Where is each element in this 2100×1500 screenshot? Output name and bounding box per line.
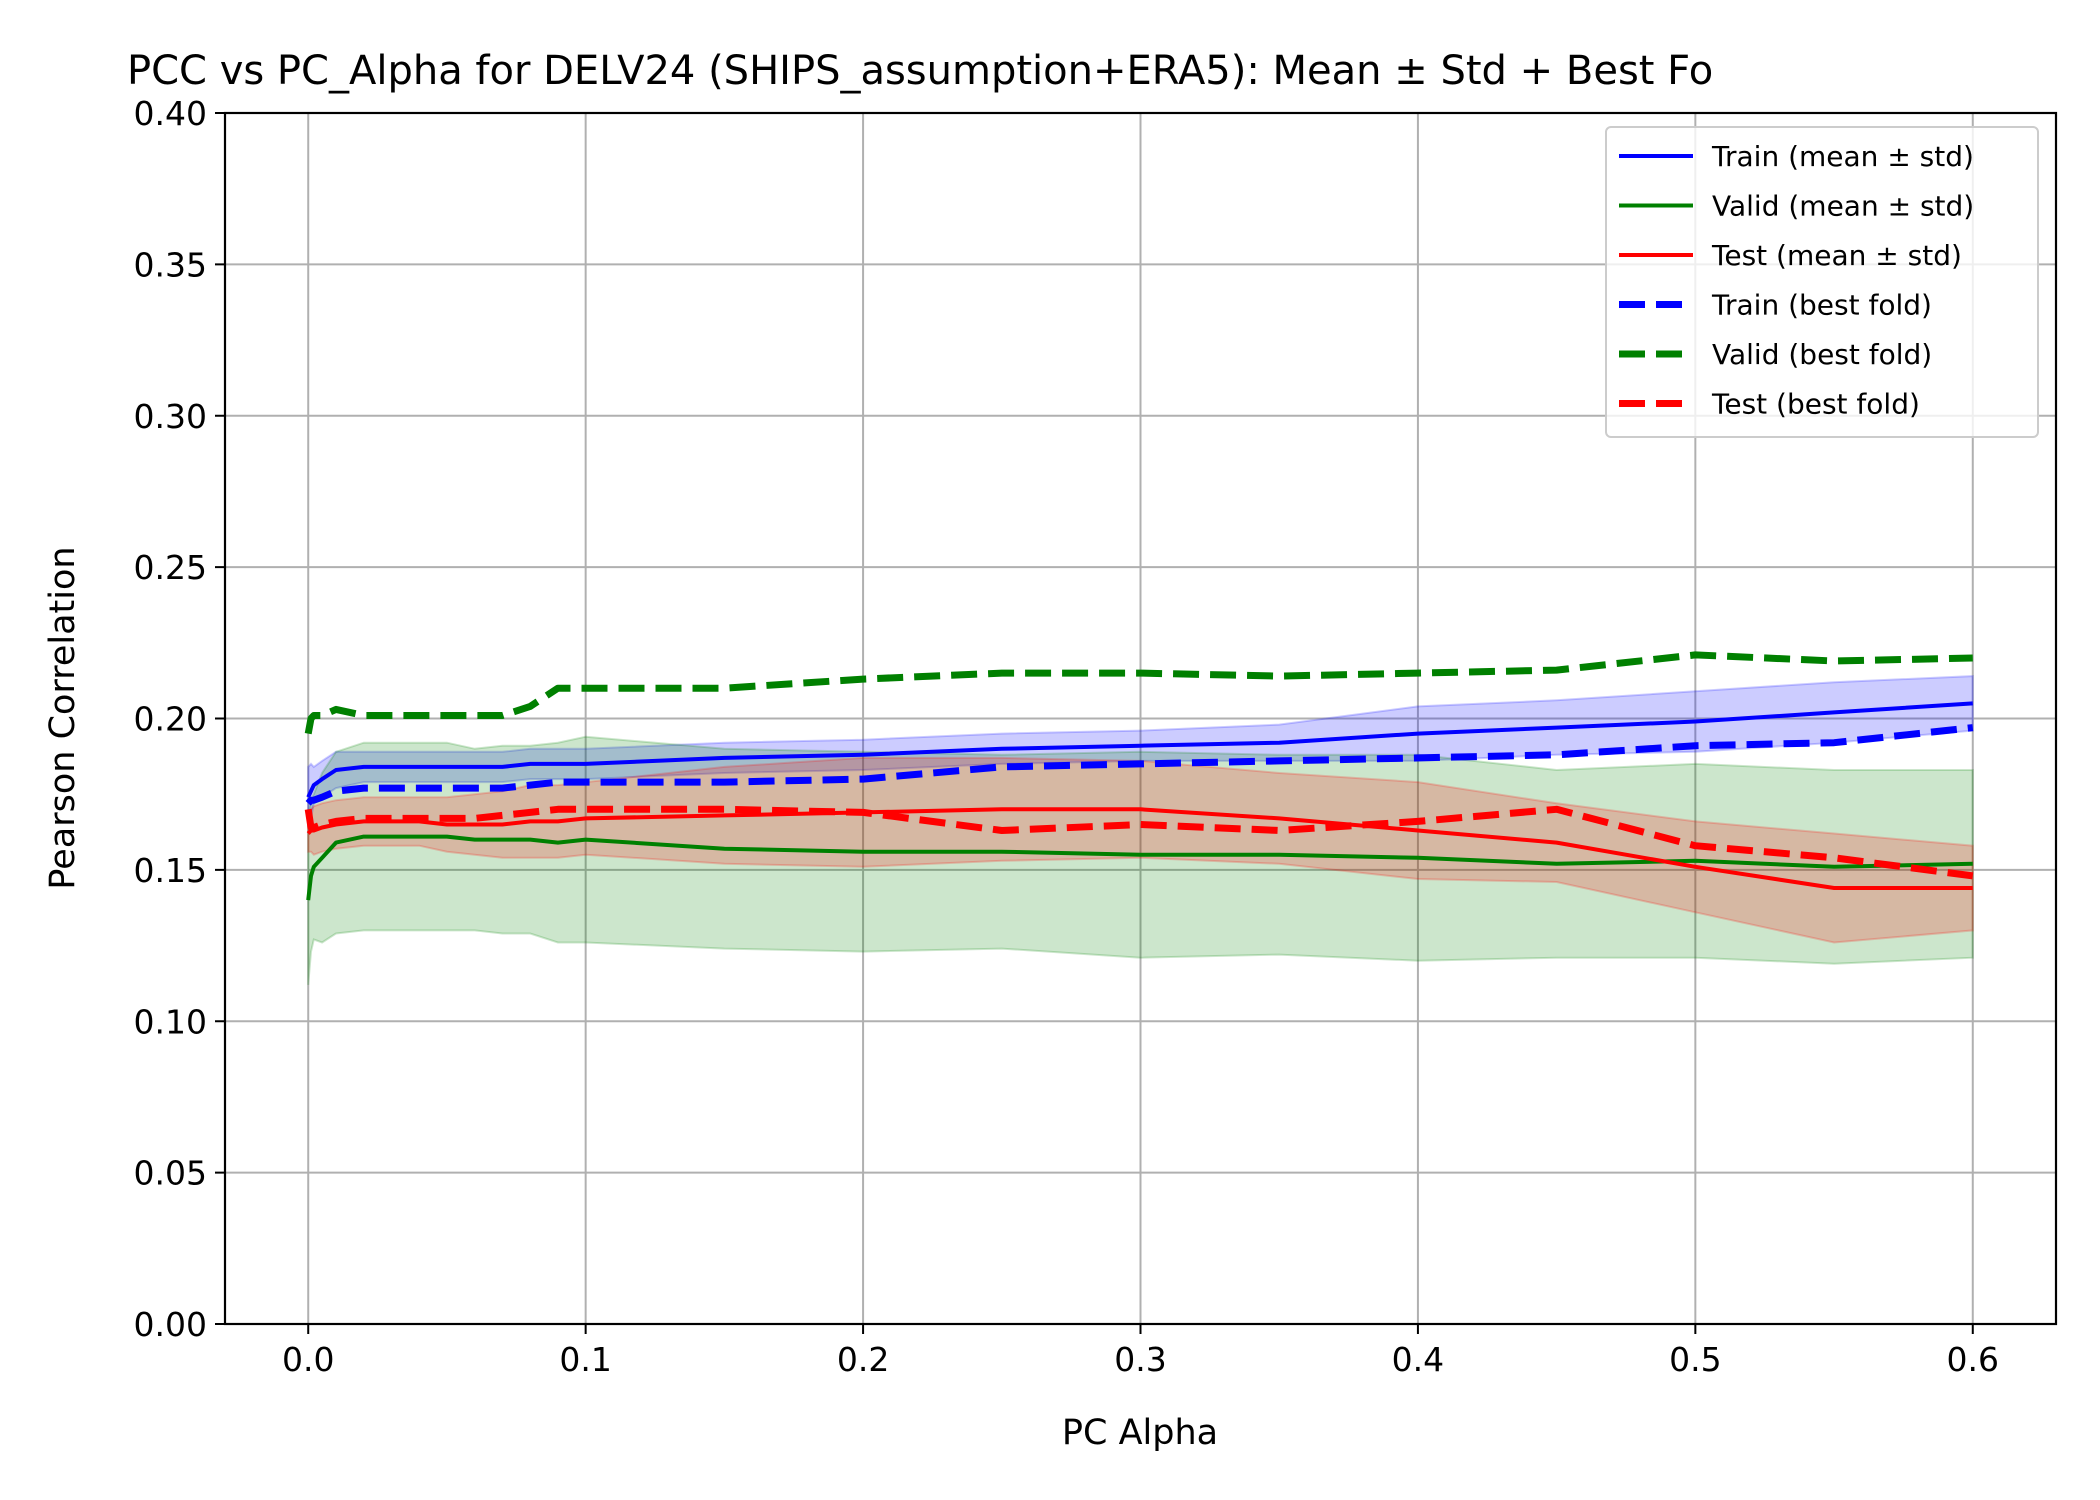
y-tick-label: 0.20 xyxy=(134,700,207,739)
test-mean-std-band xyxy=(307,756,1974,944)
train-best-fold-line xyxy=(305,724,1974,806)
y-tick-label: 0.15 xyxy=(134,851,207,890)
x-tick-label: 0.3 xyxy=(1114,1340,1166,1379)
x-tick-label: 0.5 xyxy=(1669,1340,1721,1379)
std-bands xyxy=(307,675,1974,985)
legend-label-test-mean-std: Test (mean ± std) xyxy=(1711,239,1962,272)
x-tick-label: 0.0 xyxy=(282,1340,334,1379)
x-tick-label: 0.2 xyxy=(837,1340,889,1379)
valid-mean-std-band xyxy=(307,735,1974,985)
legend-label-train-best-fold: Train (best fold) xyxy=(1711,289,1932,322)
y-tick-label: 0.35 xyxy=(134,245,207,284)
test-best-fold-line xyxy=(304,805,1974,880)
legend: Train (mean ± std) Valid (mean ± std) Test… xyxy=(1605,126,2039,438)
y-tick-label: 0.40 xyxy=(134,94,207,133)
chart-title: PCC vs PC_Alpha for DELV24 (SHIPS_assump… xyxy=(127,48,1713,94)
x-tick-label: 0.6 xyxy=(1947,1340,1999,1379)
x-axis-label: PC Alpha xyxy=(1062,1413,1218,1453)
legend-label-valid-mean-std: Valid (mean ± std) xyxy=(1712,190,1974,223)
valid-mean-std-line xyxy=(306,834,1973,901)
axis-ticks: 0.0 0.1 0.2 0.3 0.4 0.5 0.6 0.00 0.05 0.10 0.15 0.2… xyxy=(134,94,1999,1379)
legend-label-test-best-fold: Test (best fold) xyxy=(1711,388,1920,421)
y-tick-label: 0.00 xyxy=(134,1305,207,1344)
train-mean-std-line xyxy=(306,701,1973,799)
y-axis-label: Pearson Correlation xyxy=(43,546,83,889)
y-tick-label: 0.30 xyxy=(134,397,207,436)
y-tick-label: 0.10 xyxy=(134,1002,207,1041)
series-lines xyxy=(304,651,1974,901)
legend-box xyxy=(1605,126,2039,438)
x-tick-label: 0.4 xyxy=(1392,1340,1444,1379)
legend-label-train-mean-std: Train (mean ± std) xyxy=(1711,140,1974,173)
y-tick-label: 0.05 xyxy=(134,1154,207,1193)
y-tick-label: 0.25 xyxy=(134,548,207,587)
x-tick-label: 0.1 xyxy=(559,1340,611,1379)
legend-label-valid-best-fold: Valid (best fold) xyxy=(1712,338,1932,371)
valid-best-fold-line xyxy=(304,651,1973,735)
